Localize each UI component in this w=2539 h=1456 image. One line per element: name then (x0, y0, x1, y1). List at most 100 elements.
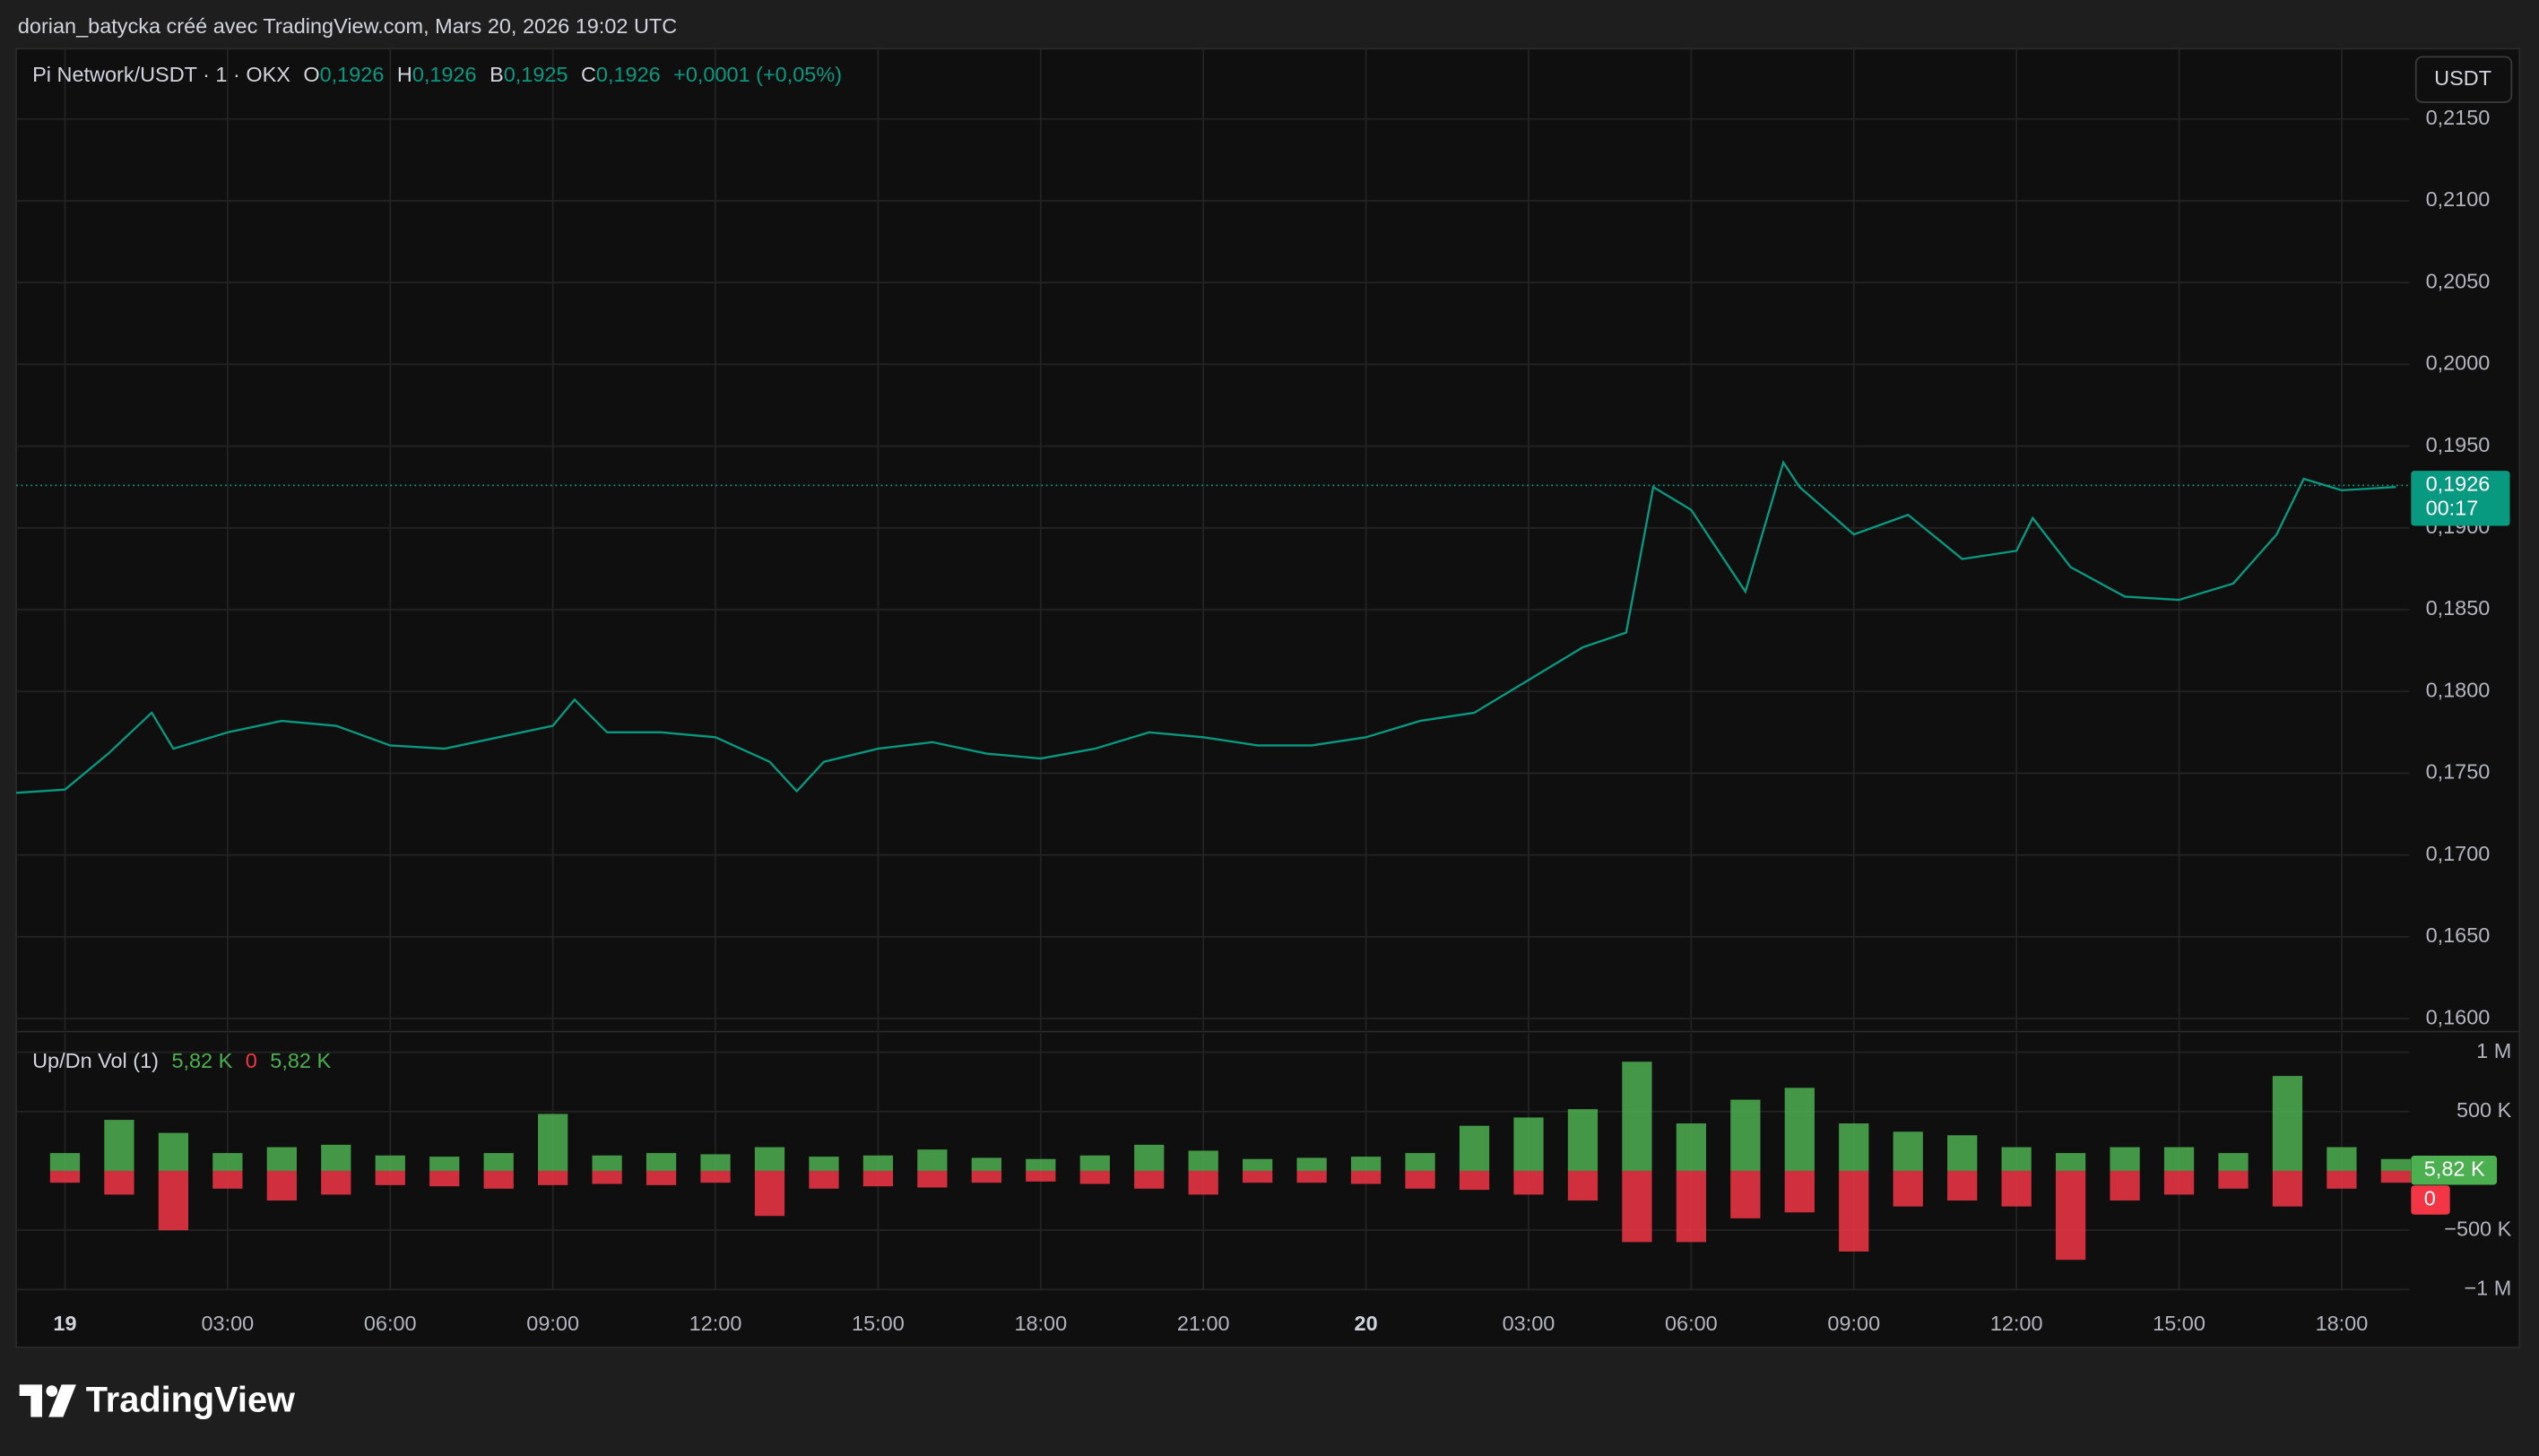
down-volume-bar (1134, 1170, 1165, 1189)
down-volume-bar (266, 1170, 297, 1201)
y-tick-label: 1 M (2476, 1039, 2511, 1062)
x-tick-label: 18:00 (1014, 1312, 1067, 1335)
logo-mark (46, 1385, 58, 1397)
y-tick-label: 0,2150 (2426, 106, 2491, 129)
up-volume-bar (2055, 1153, 2086, 1171)
up-volume-bar (1676, 1123, 1707, 1171)
down-volume-bar (429, 1170, 460, 1187)
symbol: Pi Network/USDT · 1 · OKX (32, 63, 290, 86)
down-volume-bar (2218, 1170, 2249, 1189)
up-volume-bar (1188, 1150, 1218, 1171)
ohlc-value: 0,1926 (596, 63, 661, 86)
x-tick-label: 06:00 (364, 1312, 417, 1335)
last-up-badge (2411, 1155, 2498, 1185)
up-volume-bar (754, 1147, 785, 1171)
down-volume-bar (971, 1170, 1001, 1183)
down-volume-bar (2272, 1170, 2303, 1207)
up-volume-bar (809, 1157, 839, 1171)
ohlc-key: B (490, 63, 504, 86)
ohlc-key: H (397, 63, 412, 86)
down-volume-bar (1567, 1170, 1599, 1201)
down-volume-bar (1405, 1170, 1435, 1189)
x-tick-label: 19 (53, 1312, 76, 1335)
y-tick-label: 0,1800 (2426, 678, 2491, 701)
up-volume-bar (429, 1157, 460, 1171)
down-volume-bar (917, 1170, 948, 1188)
down-volume-bar (1026, 1170, 1056, 1182)
chart-panel (15, 48, 2521, 1348)
up-volume-bar (483, 1153, 514, 1171)
volume-legend: Up/Dn Vol (1) 5,82 K 0 5,82 K (32, 1049, 331, 1072)
legend-value: 0 (246, 1049, 257, 1072)
up-volume-bar (2218, 1153, 2249, 1171)
down-volume-bar (321, 1170, 351, 1195)
down-volume-bar (104, 1170, 134, 1195)
down-volume-bar (2327, 1170, 2357, 1189)
last-up: 5,82 K (2424, 1157, 2485, 1180)
x-tick-label: 03:00 (202, 1312, 255, 1335)
y-tick-label: 0,2000 (2426, 351, 2491, 375)
up-volume-bar (2163, 1147, 2195, 1171)
up-volume-bar (212, 1153, 243, 1171)
grid (16, 48, 2410, 1291)
ohlc-key: C (581, 63, 596, 86)
up-volume-bar (2380, 1158, 2412, 1171)
down-volume-bar (538, 1170, 568, 1185)
marks (15, 460, 2412, 1261)
down-volume-bar (1893, 1170, 1923, 1207)
up-volume-bar (1622, 1062, 1652, 1171)
up-volume-bar (1134, 1144, 1165, 1171)
up-volume-bar (1026, 1158, 1056, 1171)
x-tick-label: 15:00 (852, 1312, 905, 1335)
up-volume-bar (1947, 1135, 1978, 1171)
down-volume-bar (1459, 1170, 1490, 1191)
down-volume-bar (1622, 1170, 1652, 1243)
y-tick-label: 0,2100 (2426, 187, 2491, 211)
y-tick-label: 0,1700 (2426, 842, 2491, 865)
down-volume-bar (158, 1170, 189, 1231)
down-volume-bar (375, 1170, 405, 1185)
down-volume-bar (2055, 1170, 2086, 1261)
up-volume-bar (321, 1144, 351, 1171)
down-volume-bar (1784, 1170, 1815, 1213)
down-volume-bar (700, 1170, 731, 1183)
up-volume-bar (538, 1114, 568, 1171)
up-volume-bar (1839, 1123, 1869, 1171)
y-tick-label: −500 K (2444, 1217, 2511, 1240)
down-volume-bar (2380, 1170, 2412, 1183)
ohlc-value: 0,1926 (412, 63, 477, 86)
down-volume-bar (1839, 1170, 1869, 1252)
up-volume-bar (917, 1149, 948, 1171)
down-volume-bar (1947, 1170, 1978, 1201)
up-volume-bar (700, 1154, 731, 1171)
up-volume-bar (1459, 1125, 1490, 1171)
last-down-badge (2411, 1185, 2450, 1215)
down-volume-bar (592, 1170, 622, 1184)
down-volume-bar (1676, 1170, 1707, 1243)
down-volume-bar (212, 1170, 243, 1189)
up-volume-bar (1296, 1157, 1327, 1171)
x-tick-label: 09:00 (526, 1312, 579, 1335)
y-tick-label: 0,2050 (2426, 269, 2491, 292)
currency-button[interactable] (2414, 56, 2513, 103)
brand-logo (19, 1384, 76, 1417)
up-volume-bar (2110, 1147, 2140, 1171)
currency[interactable]: USDT (2434, 66, 2491, 90)
down-volume-bar (1296, 1170, 1327, 1183)
x-tick-label: 09:00 (1827, 1312, 1880, 1335)
y-tick-label: −1 M (2464, 1277, 2511, 1300)
price-line (15, 460, 2396, 794)
up-volume-bar (646, 1153, 677, 1171)
x-tick-label: 12:00 (689, 1312, 742, 1335)
down-volume-bar (1079, 1170, 1110, 1184)
up-volume-bar (592, 1155, 622, 1171)
y-tick-label: 0,1950 (2426, 433, 2491, 456)
down-volume-bar (1513, 1170, 1544, 1195)
y-tick-label: 0,1750 (2426, 760, 2491, 784)
up-volume-bar (49, 1153, 81, 1171)
x-tick-label: 06:00 (1665, 1312, 1718, 1335)
up-volume-bar (266, 1147, 297, 1171)
up-volume-bar (1567, 1109, 1599, 1171)
x-tick-label: 15:00 (2153, 1312, 2205, 1335)
